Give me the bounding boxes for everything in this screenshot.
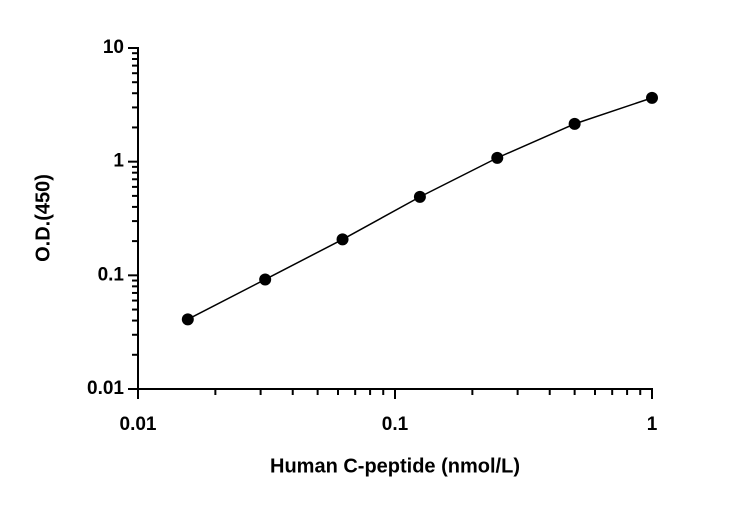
x-axis-title: Human C-peptide (nmol/L): [270, 455, 520, 477]
y-tick-label: 0.01: [87, 378, 124, 399]
fit-line: [187, 97, 653, 321]
data-point: [568, 117, 581, 130]
data-point: [413, 190, 426, 203]
y-axis-title: O.D.(450): [32, 174, 54, 262]
data-point: [491, 151, 504, 164]
y-tick-label: 10: [103, 37, 124, 58]
data-point: [336, 233, 349, 246]
x-tick-label: 0.01: [120, 414, 157, 435]
data-point: [259, 273, 272, 286]
y-tick-label: 0.1: [98, 264, 125, 285]
x-tick-label: 0.1: [382, 414, 409, 435]
data-point: [181, 313, 194, 326]
y-tick-label: 1: [113, 151, 124, 172]
x-tick-label: 1: [647, 414, 658, 435]
data-point: [646, 91, 658, 104]
